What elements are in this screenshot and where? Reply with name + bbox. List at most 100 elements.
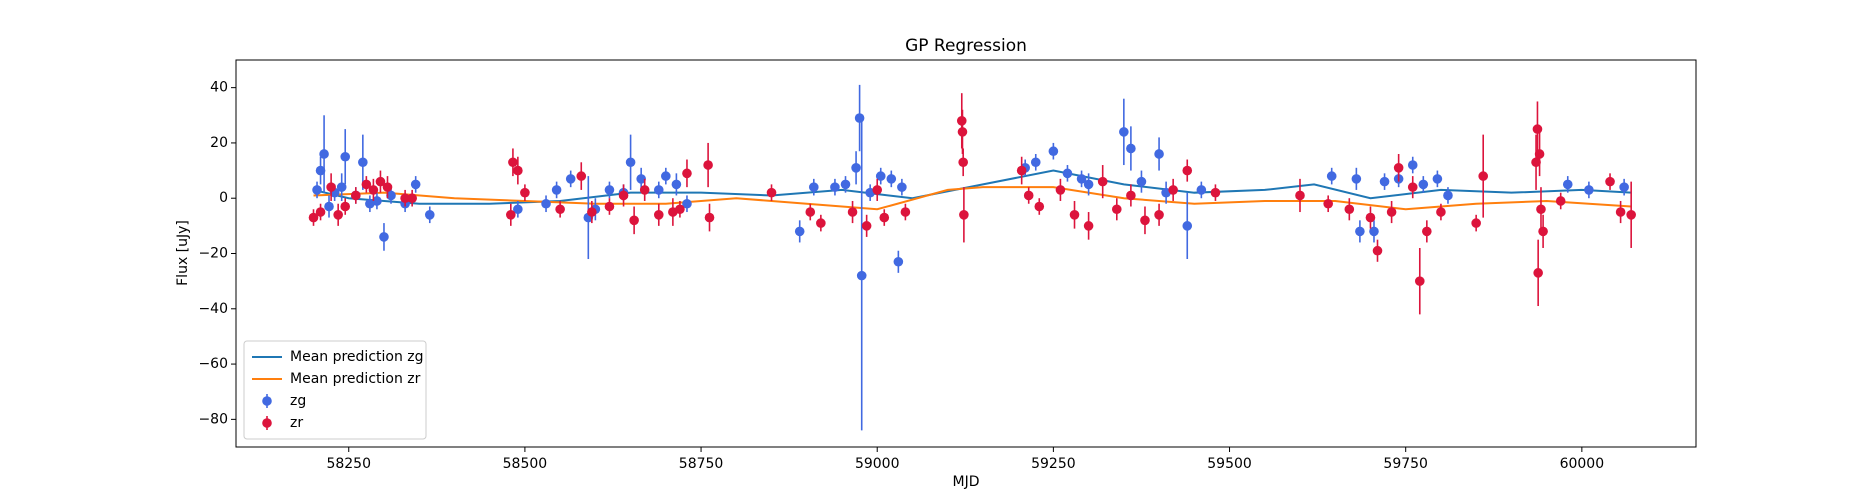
data-point [379, 232, 389, 242]
data-point [604, 201, 615, 212]
data-point [319, 149, 329, 159]
data-point [1414, 276, 1425, 286]
data-point [675, 204, 685, 215]
data-point [1365, 212, 1376, 223]
data-point [336, 182, 347, 192]
data-point [1418, 179, 1429, 190]
y-tick-label: −20 [198, 246, 228, 262]
data-point [636, 174, 646, 184]
data-point [1393, 163, 1404, 173]
data-point [340, 151, 351, 162]
data-point [957, 127, 968, 137]
data-point [1182, 165, 1193, 176]
data-point [830, 182, 840, 192]
data-point [856, 270, 867, 281]
data-point [886, 174, 897, 184]
data-point [1351, 174, 1362, 184]
legend-swatch [262, 396, 272, 406]
data-point [1023, 190, 1034, 201]
y-tick-label: −80 [198, 411, 228, 427]
data-point [1372, 245, 1383, 256]
data-point [1136, 176, 1147, 187]
data-point [861, 221, 872, 231]
data-point [879, 212, 890, 223]
data-point [1111, 204, 1122, 215]
data-point [1154, 149, 1164, 159]
data-point [382, 182, 393, 192]
data-point [315, 165, 326, 176]
data-point [1030, 157, 1041, 168]
data-point [1048, 146, 1059, 157]
data-point [805, 207, 816, 217]
data-point [1016, 165, 1027, 176]
data-point [1034, 201, 1045, 212]
data-point [847, 207, 858, 217]
data-point [1533, 268, 1543, 278]
legend-swatch [262, 418, 272, 428]
data-point [1407, 160, 1418, 170]
data-point [682, 198, 692, 209]
data-point [1615, 207, 1626, 217]
data-point [340, 201, 351, 212]
data-point [513, 204, 523, 215]
x-tick-label: 58500 [503, 456, 548, 472]
data-point [682, 168, 692, 179]
data-point [312, 185, 322, 195]
data-point [576, 171, 587, 181]
data-point [372, 196, 382, 206]
data-point [851, 163, 861, 173]
data-point [704, 212, 715, 223]
data-point [808, 182, 819, 192]
y-axis-label: Flux [uJy] [175, 220, 191, 286]
data-point [1119, 127, 1129, 137]
data-point [629, 215, 639, 226]
data-point [506, 210, 516, 220]
data-point [1126, 190, 1136, 201]
legend: Mean prediction zg Mean prediction zr zg zr [243, 340, 427, 440]
chart-title: GP Regression [905, 36, 1027, 56]
data-point [1538, 226, 1548, 237]
data-point [350, 190, 361, 201]
x-tick-label: 59000 [855, 456, 900, 472]
y-tick-label: −40 [198, 301, 228, 317]
y-tick-label: 40 [210, 80, 228, 96]
data-point [1344, 204, 1355, 215]
data-point [1584, 185, 1594, 195]
x-tick-label: 58750 [679, 456, 724, 472]
data-point [897, 182, 907, 192]
data-point [1154, 210, 1164, 220]
data-point [1619, 182, 1629, 192]
data-point [900, 207, 911, 217]
legend-label: zr [290, 415, 303, 431]
data-point [386, 190, 396, 201]
data-point [410, 179, 421, 190]
data-point [1534, 149, 1545, 159]
data-point [1355, 226, 1365, 237]
data-point [541, 198, 551, 209]
data-point [1295, 190, 1305, 201]
data-point [766, 187, 777, 198]
y-tick-label: 0 [219, 190, 228, 206]
data-point [326, 182, 336, 192]
data-point [1083, 221, 1094, 231]
data-point [1432, 174, 1443, 184]
data-point [1126, 143, 1136, 154]
data-point [872, 185, 883, 195]
data-point [1555, 196, 1566, 206]
x-tick-label: 59250 [1031, 456, 1076, 472]
data-point [1326, 171, 1337, 181]
data-point [1168, 185, 1178, 195]
data-point [555, 204, 565, 215]
data-point [400, 193, 410, 204]
data-point [1562, 179, 1573, 190]
legend-box [243, 340, 427, 440]
data-point [1436, 207, 1446, 217]
data-point [959, 210, 969, 220]
data-point [1422, 226, 1432, 237]
data-point [1323, 198, 1333, 209]
data-point [816, 218, 826, 228]
data-point [854, 113, 865, 123]
data-point [794, 226, 805, 237]
data-point [639, 185, 650, 195]
data-point [1055, 185, 1066, 195]
